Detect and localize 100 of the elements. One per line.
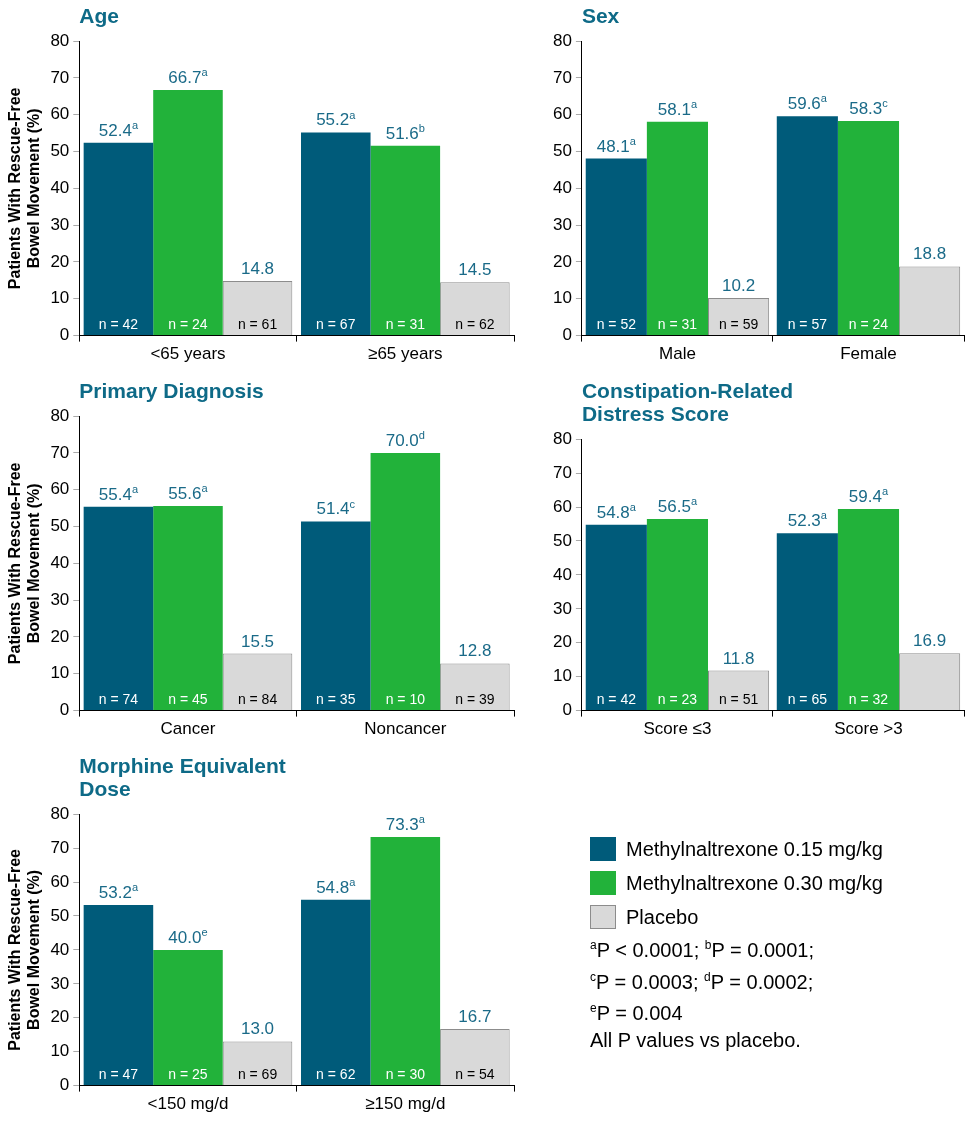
data-label: 18.8 <box>913 244 947 264</box>
annotation: n = 51 <box>718 691 759 708</box>
annotation: n = 35 <box>316 691 356 708</box>
y-tick-label: 40 <box>552 564 572 584</box>
annotation: n = 45 <box>168 691 208 708</box>
y-tick-label: 50 <box>552 530 572 550</box>
annotation: n = 61 <box>237 316 278 333</box>
data-label: 14.5 <box>458 260 492 280</box>
y-tick-label: 10 <box>50 1041 70 1061</box>
y-tick-label: 20 <box>50 251 70 271</box>
chart-title: Constipation-Related Distress Score <box>581 379 794 426</box>
x-tick-label: Score >3 <box>834 719 903 739</box>
y-tick-label: 0 <box>562 700 572 720</box>
y-tick-label: 80 <box>552 428 572 448</box>
bar <box>153 505 223 711</box>
annotation: n = 59 <box>718 316 759 333</box>
data-label: 15.5 <box>240 631 275 651</box>
annotation: n = 31 <box>657 316 698 333</box>
text: All P values vs placebo. <box>590 1028 801 1051</box>
y-tick-label: 80 <box>50 405 70 425</box>
y-tick-label: 0 <box>59 325 70 345</box>
data-label: 10.2 <box>722 276 756 296</box>
x-tick-label: Score ≤3 <box>643 719 712 739</box>
annotation: n = 67 <box>316 316 356 333</box>
chart-title: Sex <box>581 4 620 28</box>
y-tick-label: 50 <box>50 516 70 536</box>
legend-label: Methylnaltrexone 0.15 mg/kg <box>626 837 883 862</box>
y-tick-label: 20 <box>50 626 70 646</box>
y-tick-label: 40 <box>50 178 70 198</box>
annotation: n = 62 <box>316 1066 356 1083</box>
bar <box>301 132 371 336</box>
bar <box>585 158 647 336</box>
x-tick-label: ≥150 mg/d <box>365 1094 446 1114</box>
data-label: 13.0 <box>240 1019 275 1039</box>
y-axis-title: Patients With Rescue-Free Bowel Movement (%) <box>6 848 43 1051</box>
y-tick-label: 30 <box>50 214 70 234</box>
data-label: 11.8 <box>722 648 755 668</box>
y-tick-label: 40 <box>50 939 70 959</box>
bar <box>370 145 441 336</box>
annotation: n = 30 <box>385 1066 426 1083</box>
data-label: 16.9 <box>913 631 947 651</box>
y-axis-title: Patients With Rescue-Free Bowel Movement (%) <box>6 87 43 290</box>
x-tick-label: <150 mg/d <box>147 1094 229 1114</box>
annotation: n = 31 <box>385 316 426 333</box>
annotation: n = 65 <box>787 691 828 708</box>
bar <box>837 120 900 336</box>
y-tick-label: 70 <box>50 442 70 462</box>
annotation: n = 84 <box>237 691 278 708</box>
annotation: n = 24 <box>848 316 889 333</box>
y-tick-label: 80 <box>50 30 70 50</box>
annotation: n = 57 <box>787 316 828 333</box>
data-label: 12.8 <box>458 641 492 661</box>
bar <box>83 142 154 336</box>
annotation: n = 69 <box>237 1066 278 1083</box>
bar <box>83 506 154 711</box>
x-tick-label: Female <box>840 344 897 364</box>
y-tick-label: 50 <box>50 905 70 925</box>
y-tick-label: 0 <box>59 1075 70 1095</box>
data-label: 16.7 <box>458 1006 492 1026</box>
bar <box>776 533 838 711</box>
legend-label: Placebo <box>626 905 699 930</box>
y-tick-label: 30 <box>552 214 572 234</box>
annotation: n = 62 <box>455 316 495 333</box>
annotation: n = 32 <box>848 691 889 708</box>
data-label: 14.8 <box>240 259 275 279</box>
annotation: n = 24 <box>168 316 208 333</box>
annotation: n = 42 <box>98 316 139 333</box>
y-tick-label: 20 <box>50 1007 70 1027</box>
y-tick-label: 0 <box>562 325 572 345</box>
y-tick-label: 70 <box>552 67 572 87</box>
bar <box>83 905 154 1086</box>
annotation: n = 25 <box>168 1066 208 1083</box>
bar <box>646 121 708 336</box>
y-tick-label: 30 <box>50 973 70 993</box>
x-tick-label: Male <box>659 344 696 364</box>
y-tick-label: 50 <box>50 141 70 161</box>
y-tick-label: 30 <box>552 598 572 618</box>
y-tick-label: 10 <box>50 288 70 308</box>
y-tick-label: 10 <box>50 663 70 683</box>
y-axis-title: Patients With Rescue-Free Bowel Movement (%) <box>6 462 43 665</box>
chart-title: Primary Diagnosis <box>79 379 264 403</box>
annotation: n = 42 <box>596 691 637 708</box>
bar <box>585 524 647 711</box>
bar <box>153 90 223 336</box>
y-tick-label: 60 <box>552 496 572 516</box>
annotation: n = 54 <box>455 1066 495 1083</box>
bar <box>370 836 441 1086</box>
y-tick-label: 20 <box>552 632 572 652</box>
annotation: n = 47 <box>98 1066 139 1083</box>
y-tick-label: 30 <box>50 589 70 609</box>
annotation: n = 74 <box>98 691 139 708</box>
bar <box>301 899 371 1086</box>
y-tick-label: 70 <box>50 67 70 87</box>
y-tick-label: 80 <box>50 803 70 823</box>
x-tick-label: Noncancer <box>364 719 447 739</box>
chart-title: Age <box>79 4 119 28</box>
y-tick-label: 70 <box>50 837 70 857</box>
x-tick-label: ≥65 years <box>368 344 443 364</box>
text: $^{c}$P = 0.0003; $^{d}$P = 0.0002; <box>590 969 814 993</box>
y-tick-label: 70 <box>552 462 572 482</box>
